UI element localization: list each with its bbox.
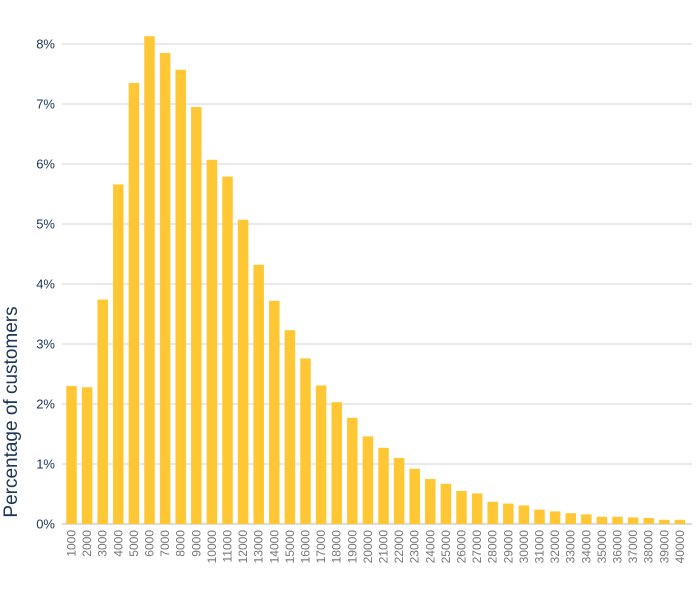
- x-tick-label: 33000: [564, 530, 578, 564]
- y-axis-label: Percentage of customers: [1, 306, 22, 517]
- bar-25000: [440, 483, 452, 524]
- bar-32000: [549, 511, 561, 524]
- x-tick-label: 27000: [470, 530, 484, 564]
- bar-37000: [627, 517, 639, 524]
- x-tick-label: 29000: [501, 530, 515, 564]
- x-tick-label: 21000: [377, 530, 391, 564]
- x-tick-label: 24000: [423, 530, 437, 564]
- grid-layer: [62, 43, 692, 525]
- bar-10000: [206, 159, 218, 525]
- bar-18000: [331, 402, 342, 524]
- bar-4000: [113, 184, 124, 524]
- bar-15000: [284, 330, 296, 524]
- x-tick-label: 18000: [330, 530, 344, 564]
- bar-39000: [659, 519, 670, 524]
- y-tick-label: 4%: [36, 277, 55, 292]
- x-tick-label: 17000: [314, 530, 328, 564]
- bar-13000: [253, 264, 264, 524]
- bar-29000: [503, 503, 514, 524]
- bar-33000: [565, 513, 576, 524]
- x-tick-label: 40000: [673, 530, 687, 564]
- x-tick-label: 2000: [80, 530, 94, 557]
- bar-12000: [237, 219, 249, 525]
- x-tick-label: 4000: [111, 530, 125, 557]
- bar-9000: [191, 107, 202, 524]
- bar-36000: [612, 516, 623, 524]
- bar-8000: [175, 69, 186, 525]
- bar-31000: [534, 509, 545, 524]
- bar-40000: [674, 519, 686, 524]
- x-tick-label: 16000: [299, 530, 313, 564]
- x-tick-label: 23000: [408, 530, 422, 564]
- bar-14000: [269, 300, 280, 524]
- x-tick-label: 25000: [439, 530, 453, 564]
- y-tick-label: 2%: [36, 397, 55, 412]
- x-tick-label: 32000: [548, 530, 562, 564]
- y-tick-label: 8%: [36, 37, 55, 52]
- x-tick-label: 6000: [143, 530, 157, 557]
- x-tick-label: 3000: [96, 530, 110, 557]
- x-tick-label: 19000: [345, 530, 359, 564]
- bar-27000: [471, 493, 483, 524]
- bar-3000: [97, 299, 108, 524]
- x-tick-label: 26000: [455, 530, 469, 564]
- bar-6000: [144, 36, 155, 524]
- bar-22000: [393, 458, 405, 524]
- y-tick-label: 5%: [36, 217, 55, 232]
- y-tick-label: 6%: [36, 157, 55, 172]
- bar-21000: [378, 447, 389, 524]
- x-tick-label: 5000: [127, 530, 141, 557]
- bar-5000: [128, 83, 140, 524]
- bar-34000: [581, 514, 592, 524]
- x-tick-label: 13000: [252, 530, 266, 564]
- x-tick-label: 12000: [236, 530, 250, 564]
- bar-30000: [518, 505, 530, 524]
- x-tick-label: 39000: [657, 530, 671, 564]
- x-tick-label: 30000: [517, 530, 531, 564]
- y-axis-ticks: 0% 1% 2% 3% 4% 5% 6% 7% 8%: [36, 37, 55, 532]
- bar-35000: [596, 516, 608, 524]
- x-tick-label: 15000: [283, 530, 297, 564]
- y-tick-label: 0%: [36, 517, 55, 532]
- bar-19000: [347, 417, 358, 524]
- x-tick-label: 35000: [595, 530, 609, 564]
- y-tick-label: 7%: [36, 97, 55, 112]
- x-tick-label: 38000: [642, 530, 656, 564]
- bar-20000: [362, 436, 374, 524]
- x-tick-label: 36000: [611, 530, 625, 564]
- x-tick-label: 8000: [174, 530, 188, 557]
- x-tick-label: 34000: [579, 530, 593, 564]
- x-tick-label: 10000: [205, 530, 219, 564]
- x-tick-label: 14000: [267, 530, 281, 564]
- x-tick-label: 37000: [626, 530, 640, 564]
- bar-7000: [159, 53, 171, 524]
- bar-11000: [222, 176, 233, 524]
- x-tick-label: 7000: [158, 530, 172, 557]
- bar-28000: [487, 501, 498, 524]
- x-tick-label: 22000: [392, 530, 406, 564]
- x-tick-label: 1000: [65, 530, 79, 557]
- x-tick-label: 11000: [221, 530, 235, 563]
- x-axis-ticks: 1000 2000 3000 4000 5000 6000 7000 8000 9000 1000…: [65, 530, 687, 564]
- x-tick-label: 20000: [361, 530, 375, 564]
- bar-23000: [409, 468, 420, 524]
- bar-16000: [300, 358, 311, 524]
- bar-24000: [425, 479, 436, 524]
- bar-26000: [456, 491, 467, 524]
- y-tick-label: 1%: [36, 457, 55, 472]
- bar-38000: [643, 518, 654, 524]
- bar-17000: [315, 385, 327, 524]
- x-tick-label: 31000: [533, 530, 547, 564]
- y-tick-label: 3%: [36, 337, 55, 352]
- x-tick-label: 9000: [189, 530, 203, 557]
- bar-1000: [66, 386, 77, 524]
- x-tick-label: 28000: [486, 530, 500, 564]
- bars-layer: [66, 36, 686, 525]
- bar-2000: [81, 387, 93, 524]
